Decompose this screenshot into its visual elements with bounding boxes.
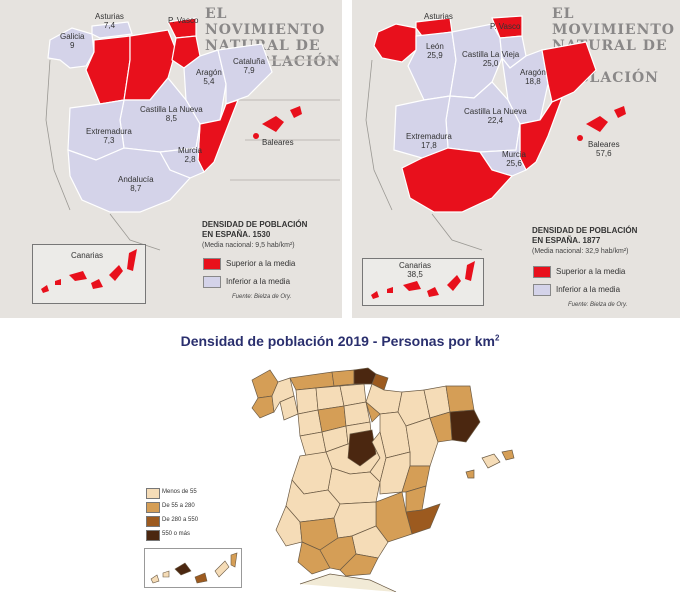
canarias-inset-2019 [144, 548, 242, 588]
legend-swatch-medium [146, 502, 160, 513]
map-2019-svg [251, 367, 515, 592]
map-2019-title: Densidad de población 2019 - Personas po… [180, 333, 500, 349]
region-label-murcia: Murcia 2,8 [178, 146, 203, 164]
region-label-murcia: Murcia 25,6 [502, 150, 527, 168]
canarias-islands-2019 [150, 552, 238, 584]
legend-subtitle-1530: (Media nacional: 9,5 hab/km²) [202, 242, 295, 249]
canarias-islands [41, 249, 137, 293]
map-panel-1877: EL MOVIMIENTO NATURAL DE LA POBLACIÓN As… [352, 0, 680, 318]
map-1877-svg [365, 15, 626, 251]
map-panel-1530: EL NOVIMIENTO NATURAL DE LA POBLACIÓN [0, 0, 342, 318]
legend-title-1877: DENSIDAD DE POBLACIÓN EN ESPAÑA. 1877 [532, 226, 638, 245]
region-cataluna [541, 41, 597, 103]
legend-label-below: Inferior a la media [556, 285, 621, 294]
region-cataluna [217, 43, 273, 105]
region-galicia [373, 23, 417, 63]
legend-label-low: Menos de 55 [162, 489, 197, 495]
region-label-leon: León 25,9 [426, 42, 444, 60]
region-asturias [91, 21, 133, 39]
region-label-asturias: Asturias 7,4 [95, 12, 124, 30]
region-extremadura [393, 95, 451, 159]
region-label-pvasco: P. Vasco [168, 16, 199, 25]
legend-label-medium: De 55 a 280 [162, 503, 195, 509]
legend-swatch-high [146, 516, 160, 527]
region-label-aragon: Aragón 18,8 [520, 68, 546, 86]
canarias-islands [371, 261, 475, 299]
source-1530: Fuente: Bielza de Ory. [232, 294, 292, 300]
legend-label-below: Inferior a la media [226, 277, 291, 286]
legend-label-above: Superior a la media [556, 267, 626, 276]
legend-label-very-high: 550 o más [162, 531, 191, 537]
legend-subtitle-1877: (Media nacional: 32,9 hab/km²) [532, 248, 629, 255]
source-1877: Fuente: Bielza de Ory. [568, 302, 628, 308]
legend-swatch-very-high [146, 530, 160, 541]
region-label-castilla-la-vieja: Castilla La Vieja 25,0 [462, 50, 520, 68]
region-label-baleares: Baleares 57,6 [588, 140, 620, 158]
canarias-inset: Canarias 38,5 [362, 258, 484, 306]
region-label-pvasco: P. Vasco [490, 22, 521, 31]
legend-swatch-low [146, 488, 160, 499]
region-galicia [47, 27, 95, 69]
region-label-baleares: Baleares [262, 138, 294, 147]
region-label-asturias: Asturias [424, 12, 453, 21]
region-label-galicia: Galicia 9 [60, 32, 85, 50]
legend-swatch-above [203, 258, 221, 270]
region-label-andalucia: Andalucía 8,7 [118, 175, 154, 193]
region-label-aragon: Aragón 5,4 [196, 68, 222, 86]
legend-swatch-above [533, 266, 551, 278]
region-label-canarias: Canarias [71, 251, 104, 260]
legend-swatch-below [533, 284, 551, 296]
region-label-canarias: Canarias 38,5 [399, 261, 432, 279]
legend-label-high: De 280 a 550 [162, 517, 199, 523]
region-label-castilla-la-nueva: Castilla La Nueva 8,5 [140, 105, 203, 123]
region-label-extremadura: Extremadura 17,8 [406, 132, 452, 150]
region-andalucia [401, 147, 514, 213]
region-label-extremadura: Extremadura 7,3 [86, 127, 132, 145]
legend-swatch-below [203, 276, 221, 288]
region-andalucia [67, 147, 192, 213]
legend-title-1530: DENSIDAD DE POBLACIÓN EN ESPAÑA. 1530 [202, 220, 308, 239]
map-1530-svg [45, 17, 340, 251]
canarias-inset: Canarias [32, 244, 146, 304]
region-label-cataluna: Cataluña 7,9 [233, 57, 266, 75]
legend-label-above: Superior a la media [226, 259, 296, 268]
region-label-castilla-la-nueva: Castilla La Nueva 22,4 [464, 107, 527, 125]
